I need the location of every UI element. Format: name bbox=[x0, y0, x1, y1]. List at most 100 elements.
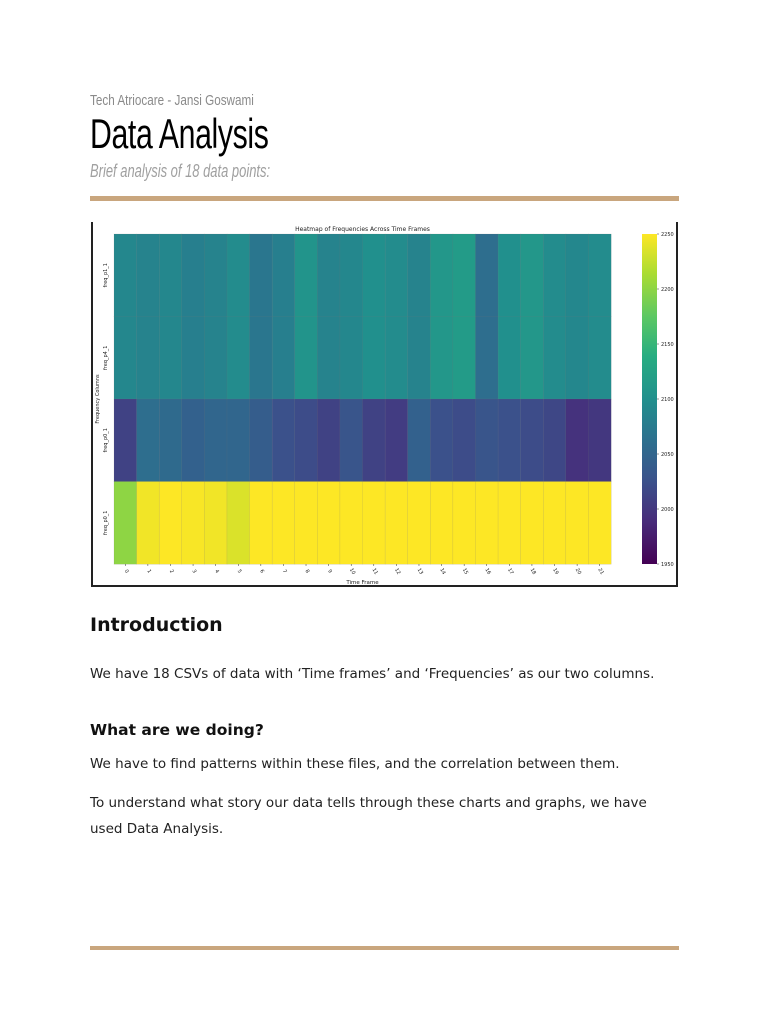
heatmap-cell bbox=[407, 233, 431, 317]
colorbar-tick-label: 2000 bbox=[661, 507, 674, 513]
heatmap-cell bbox=[452, 481, 476, 565]
heatmap-cell bbox=[113, 481, 137, 565]
heatmap-cell bbox=[430, 316, 454, 400]
heatmap-cell bbox=[565, 316, 589, 400]
heatmap-cell bbox=[362, 398, 386, 482]
heatmap-cell bbox=[430, 398, 454, 482]
heatmap-cell bbox=[452, 233, 476, 317]
heatmap-cell bbox=[204, 233, 228, 317]
heatmap-cell bbox=[497, 481, 522, 565]
heatmap-cell bbox=[565, 233, 589, 317]
heatmap-cell bbox=[407, 398, 431, 482]
heatmap-cell bbox=[362, 233, 386, 317]
heatmap-cell bbox=[249, 398, 273, 482]
heatmap-cell bbox=[226, 398, 250, 482]
heatmap-cell bbox=[113, 398, 137, 482]
x-axis-label: Time Frame bbox=[345, 580, 379, 586]
heatmap-cell bbox=[543, 316, 567, 400]
colorbar-tick-label: 2200 bbox=[661, 287, 674, 293]
heatmap-cell bbox=[362, 316, 386, 400]
heatmap-cell bbox=[158, 316, 183, 400]
introduction-heading: Introduction bbox=[90, 614, 223, 636]
heatmap-cell bbox=[497, 398, 522, 482]
x-tick-label: 12 bbox=[393, 567, 401, 576]
heatmap-cell bbox=[407, 316, 431, 400]
heatmap-cell bbox=[588, 316, 612, 400]
top-divider bbox=[90, 196, 679, 201]
chart-title: Heatmap of Frequencies Across Time Frame… bbox=[295, 226, 430, 233]
x-tick-label: 5 bbox=[236, 569, 243, 575]
heatmap-cell bbox=[543, 398, 567, 482]
x-tick-label: 4 bbox=[213, 569, 220, 575]
heatmap-cell bbox=[249, 316, 273, 400]
x-tick-label: 11 bbox=[370, 567, 378, 576]
heatmap-cell bbox=[384, 233, 409, 317]
heatmap-cell bbox=[317, 233, 341, 317]
page-title: Data Analysis bbox=[90, 110, 269, 157]
heatmap-cell bbox=[204, 398, 228, 482]
heatmap-cell bbox=[158, 481, 183, 565]
heatmap-cell bbox=[407, 481, 431, 565]
heatmap-chart: Heatmap of Frequencies Across Time Frame… bbox=[95, 226, 674, 586]
heatmap-figure: Heatmap of Frequencies Across Time Frame… bbox=[91, 222, 678, 587]
heatmap-cell bbox=[136, 316, 160, 400]
heatmap-cell bbox=[520, 481, 544, 565]
heatmap-cell bbox=[520, 233, 544, 317]
heatmap-cell bbox=[339, 481, 363, 565]
doing-heading: What are we doing? bbox=[90, 721, 264, 739]
heatmap-cell bbox=[136, 481, 160, 565]
heatmap-cell bbox=[181, 398, 205, 482]
heatmap-cell bbox=[317, 316, 341, 400]
heatmap-cell bbox=[294, 316, 318, 400]
y-tick-label: freq_p1_1 bbox=[103, 263, 109, 288]
heatmap-cell bbox=[136, 233, 160, 317]
colorbar-tick-label: 2050 bbox=[661, 452, 674, 458]
heatmap-cell bbox=[113, 316, 137, 400]
x-tick-label: 13 bbox=[416, 567, 424, 576]
heatmap-cell bbox=[204, 481, 228, 565]
heatmap-cell bbox=[226, 233, 250, 317]
heatmap-cell bbox=[204, 316, 228, 400]
heatmap-cell bbox=[475, 398, 499, 482]
x-tick-label: 6 bbox=[258, 569, 265, 575]
x-tick-label: 1 bbox=[145, 569, 152, 575]
x-tick-label: 16 bbox=[483, 567, 491, 576]
colorbar-tick-label: 2100 bbox=[661, 397, 674, 403]
heatmap-cell bbox=[181, 316, 205, 400]
heatmap-cell bbox=[181, 233, 205, 317]
heatmap-cell bbox=[158, 233, 183, 317]
heatmap-cell bbox=[317, 398, 341, 482]
x-tick-label: 2 bbox=[168, 569, 175, 575]
heatmap-cell bbox=[294, 398, 318, 482]
heatmap-cell bbox=[384, 398, 409, 482]
heatmap-cell bbox=[136, 398, 160, 482]
heatmap-cell bbox=[249, 481, 273, 565]
y-tick-label: freq_p4_1 bbox=[103, 346, 109, 371]
heatmap-cell bbox=[226, 481, 250, 565]
heatmap-cell bbox=[520, 316, 544, 400]
heatmap-cell bbox=[226, 316, 250, 400]
x-tick-label: 8 bbox=[303, 569, 310, 575]
y-tick-label: freq_p0_1 bbox=[103, 428, 109, 453]
x-tick-label: 20 bbox=[574, 567, 582, 576]
x-tick-label: 9 bbox=[326, 569, 333, 575]
heatmap-cell bbox=[520, 398, 544, 482]
heatmap-cell bbox=[475, 233, 499, 317]
heatmap-cell bbox=[181, 481, 205, 565]
heatmap-cell bbox=[475, 481, 499, 565]
x-tick-label: 18 bbox=[529, 567, 537, 576]
heatmap-cell bbox=[158, 398, 183, 482]
x-tick-label: 14 bbox=[438, 567, 446, 576]
x-tick-label: 19 bbox=[551, 567, 559, 576]
heatmap-cell bbox=[249, 233, 273, 317]
heatmap-cell bbox=[271, 316, 296, 400]
heatmap-cell bbox=[497, 316, 522, 400]
page-subtitle: Brief analysis of 18 data points: bbox=[90, 161, 271, 181]
heatmap-cell bbox=[339, 233, 363, 317]
x-tick-label: 3 bbox=[191, 569, 198, 575]
author-line: Tech Atriocare - Jansi Goswami bbox=[90, 92, 254, 109]
doing-text-2: To understand what story our data tells … bbox=[90, 795, 647, 837]
heatmap-cell bbox=[452, 316, 476, 400]
colorbar-tick-label: 2150 bbox=[661, 342, 674, 348]
heatmap-cell bbox=[430, 481, 454, 565]
